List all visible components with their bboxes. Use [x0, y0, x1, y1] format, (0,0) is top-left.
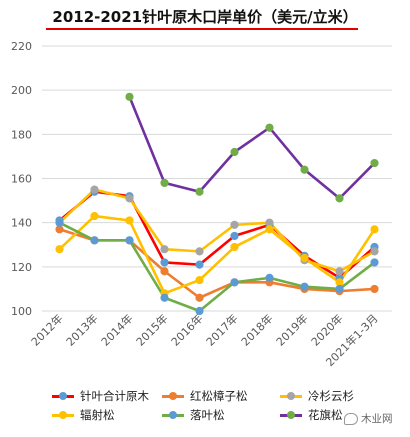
series-line	[58, 188, 376, 273]
data-point	[265, 218, 274, 227]
data-point	[90, 185, 99, 194]
x-tick-label: 2017年	[203, 311, 240, 348]
series-line	[58, 221, 376, 313]
legend-marker	[287, 411, 295, 419]
data-point	[90, 211, 99, 221]
data-point	[160, 178, 169, 188]
chart-title: 2012-2021针叶原木口岸单价（美元/立米）	[52, 8, 358, 26]
data-point	[370, 284, 379, 294]
data-point	[335, 278, 344, 287]
data-point	[195, 260, 204, 269]
data-point	[230, 220, 239, 229]
data-point	[230, 147, 239, 157]
data-point	[300, 165, 309, 174]
legend-label: 辐射松	[80, 408, 115, 422]
legend-label: 红松樟子松	[190, 389, 248, 403]
y-tick-label: 180	[11, 128, 32, 141]
data-point	[125, 236, 134, 245]
data-point	[195, 306, 204, 316]
x-tick-label: 2012年	[28, 311, 65, 348]
data-point	[335, 267, 344, 276]
legend-marker	[59, 411, 67, 419]
data-point	[265, 273, 274, 282]
y-tick-label: 200	[11, 84, 32, 97]
series-line	[128, 96, 376, 200]
legend-label: 针叶合计原木	[80, 389, 149, 403]
data-point	[125, 194, 134, 203]
x-tick-label: 2013年	[63, 311, 100, 348]
data-point	[160, 258, 169, 267]
data-point	[125, 92, 134, 101]
data-point	[195, 275, 204, 285]
data-point	[300, 253, 309, 263]
series-line	[58, 214, 376, 295]
legend-label: 冷杉云杉	[308, 389, 354, 403]
data-point	[230, 231, 239, 241]
data-point	[195, 247, 204, 256]
watermark-text: 木业网	[361, 413, 393, 425]
data-point	[160, 267, 169, 276]
data-point	[195, 187, 204, 196]
data-point	[300, 282, 309, 291]
y-tick-label: 160	[11, 173, 32, 186]
watermark: 木业网	[344, 411, 393, 426]
x-tick-label: 2015年	[133, 311, 170, 348]
y-tick-label: 120	[11, 261, 32, 274]
x-tick-label: 2016年	[168, 311, 205, 348]
y-tick-label: 100	[11, 305, 32, 318]
data-point	[230, 278, 239, 287]
data-point	[335, 284, 344, 294]
x-tick-label: 2018年	[238, 311, 275, 348]
data-point	[160, 245, 169, 254]
data-point	[160, 293, 169, 302]
data-point	[265, 123, 274, 132]
y-tick-label: 220	[11, 40, 32, 53]
title-underline	[46, 28, 358, 30]
x-tick-label: 2014年	[98, 311, 135, 348]
legend-marker	[59, 392, 67, 400]
y-tick-label: 140	[11, 217, 32, 230]
legend-marker	[287, 392, 295, 400]
x-tick-label: 2019年	[273, 311, 310, 348]
legend-label: 花旗松	[308, 408, 343, 422]
data-point	[195, 293, 204, 302]
data-point	[55, 245, 64, 254]
data-point	[125, 216, 134, 225]
data-point	[55, 225, 64, 234]
data-point	[370, 247, 379, 256]
data-point	[230, 242, 239, 252]
legend-marker	[169, 411, 177, 419]
wechat-icon	[344, 413, 358, 425]
data-point	[370, 258, 379, 267]
legend-label: 落叶松	[190, 408, 225, 422]
data-point	[335, 194, 344, 203]
data-point	[90, 236, 99, 245]
legend-marker	[169, 392, 177, 400]
data-point	[55, 218, 64, 227]
data-point	[265, 225, 274, 234]
data-point	[370, 158, 379, 168]
data-point	[370, 225, 379, 234]
